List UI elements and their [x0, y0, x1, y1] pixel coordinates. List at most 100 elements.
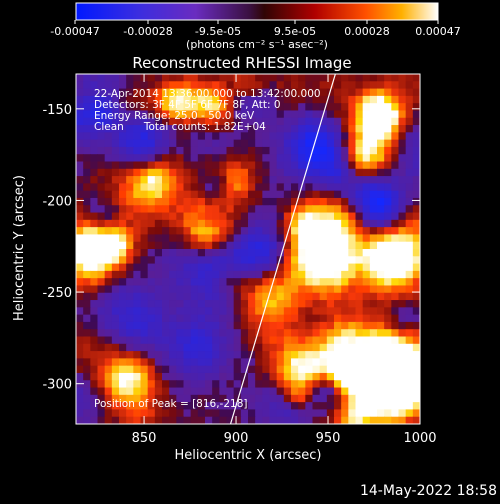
heatmap-cell — [269, 81, 278, 90]
heatmap-cell — [348, 219, 356, 228]
heatmap-cell — [119, 300, 127, 308]
heatmap-cell — [147, 394, 156, 403]
heatmap-cell — [197, 88, 206, 97]
heatmap-cell — [226, 154, 235, 162]
heatmap-cell — [233, 146, 242, 155]
heatmap-cell — [83, 234, 91, 243]
heatmap-cell — [334, 205, 342, 214]
heatmap-cell — [111, 256, 120, 265]
heatmap-cell — [176, 307, 184, 316]
heatmap-cell — [240, 74, 249, 82]
heatmap-cell — [169, 394, 177, 403]
heatmap-cell — [291, 190, 299, 199]
heatmap-cell — [312, 278, 321, 286]
heatmap-cell — [276, 365, 285, 374]
heatmap-cell — [176, 125, 184, 133]
heatmap-cell — [248, 343, 256, 352]
heatmap-cell — [391, 351, 399, 359]
heatmap-cell — [190, 351, 199, 359]
heatmap-cell — [205, 168, 213, 177]
heatmap-cell — [269, 394, 278, 403]
heatmap-cell — [326, 416, 335, 424]
heatmap-cell — [176, 110, 184, 119]
heatmap-cell — [154, 300, 163, 308]
heatmap-cell — [190, 95, 199, 104]
heatmap-cell — [190, 74, 199, 82]
heatmap-cell — [319, 278, 328, 286]
heatmap-cell — [412, 278, 420, 286]
heatmap-cell — [147, 183, 156, 192]
heatmap-cell — [83, 329, 91, 337]
heatmap-cell — [384, 416, 392, 424]
heatmap-cell — [298, 336, 306, 345]
heatmap-cell — [140, 125, 149, 133]
heatmap-cell — [377, 270, 385, 279]
heatmap-cell — [291, 300, 299, 308]
heatmap-cell — [362, 416, 371, 424]
heatmap-cell — [326, 285, 335, 294]
heatmap-cell — [226, 416, 235, 424]
heatmap-cell — [326, 88, 335, 97]
heatmap-cell — [384, 387, 392, 396]
heatmap-cell — [341, 95, 349, 104]
heatmap-cell — [226, 321, 235, 330]
heatmap-cell — [183, 358, 192, 367]
heatmap-cell — [405, 132, 414, 141]
heatmap-cell — [176, 263, 184, 272]
y-tick-label: -200 — [42, 194, 72, 209]
heatmap-cell — [398, 321, 407, 330]
heatmap-cell — [276, 387, 285, 396]
heatmap-cell — [405, 387, 414, 396]
heatmap-cell — [183, 321, 192, 330]
heatmap-cell — [262, 416, 270, 424]
heatmap-cell — [262, 110, 270, 119]
heatmap-cell — [90, 365, 98, 374]
heatmap-cell — [291, 256, 299, 265]
heatmap-cell — [283, 300, 292, 308]
heatmap-cell — [83, 336, 91, 345]
heatmap-cell — [240, 351, 249, 359]
heatmap-cell — [76, 300, 84, 308]
heatmap-cell — [377, 292, 385, 301]
heatmap-cell — [97, 183, 106, 192]
heatmap-cell — [140, 219, 149, 228]
heatmap-cell — [147, 227, 156, 235]
heatmap-cell — [183, 343, 192, 352]
heatmap-cell — [140, 329, 149, 337]
heatmap-cell — [147, 234, 156, 243]
heatmap-cell — [319, 205, 328, 214]
heatmap-cell — [119, 132, 127, 141]
heatmap-cell — [212, 343, 220, 352]
heatmap-cell — [197, 110, 206, 119]
heatmap-cell — [147, 205, 156, 214]
heatmap-cell — [176, 372, 184, 381]
heatmap-cell — [369, 321, 378, 330]
heatmap-cell — [76, 197, 84, 206]
heatmap-cell — [412, 329, 420, 337]
heatmap-cell — [76, 125, 84, 133]
heatmap-cell — [412, 74, 420, 82]
heatmap-cell — [126, 402, 134, 410]
heatmap-cell — [162, 416, 170, 424]
heatmap-cell — [190, 88, 199, 97]
heatmap-cell — [398, 219, 407, 228]
heatmap-cell — [111, 132, 120, 141]
heatmap-cell — [355, 278, 364, 286]
heatmap-cell — [212, 321, 220, 330]
heatmap-cell — [384, 103, 392, 111]
heatmap-cell — [405, 314, 414, 323]
heatmap-cell — [119, 270, 127, 279]
heatmap-cell — [348, 278, 356, 286]
heatmap-cell — [355, 168, 364, 177]
heatmap-cell — [255, 154, 263, 162]
heatmap-cell — [240, 88, 249, 97]
heatmap-cell — [269, 241, 278, 250]
heatmap-cell — [190, 321, 199, 330]
heatmap-cell — [369, 110, 378, 119]
heatmap-cell — [255, 74, 263, 82]
heatmap-cell — [384, 336, 392, 345]
heatmap-cell — [111, 351, 120, 359]
heatmap-cell — [233, 285, 242, 294]
heatmap-cell — [248, 241, 256, 250]
heatmap-cell — [76, 365, 84, 374]
